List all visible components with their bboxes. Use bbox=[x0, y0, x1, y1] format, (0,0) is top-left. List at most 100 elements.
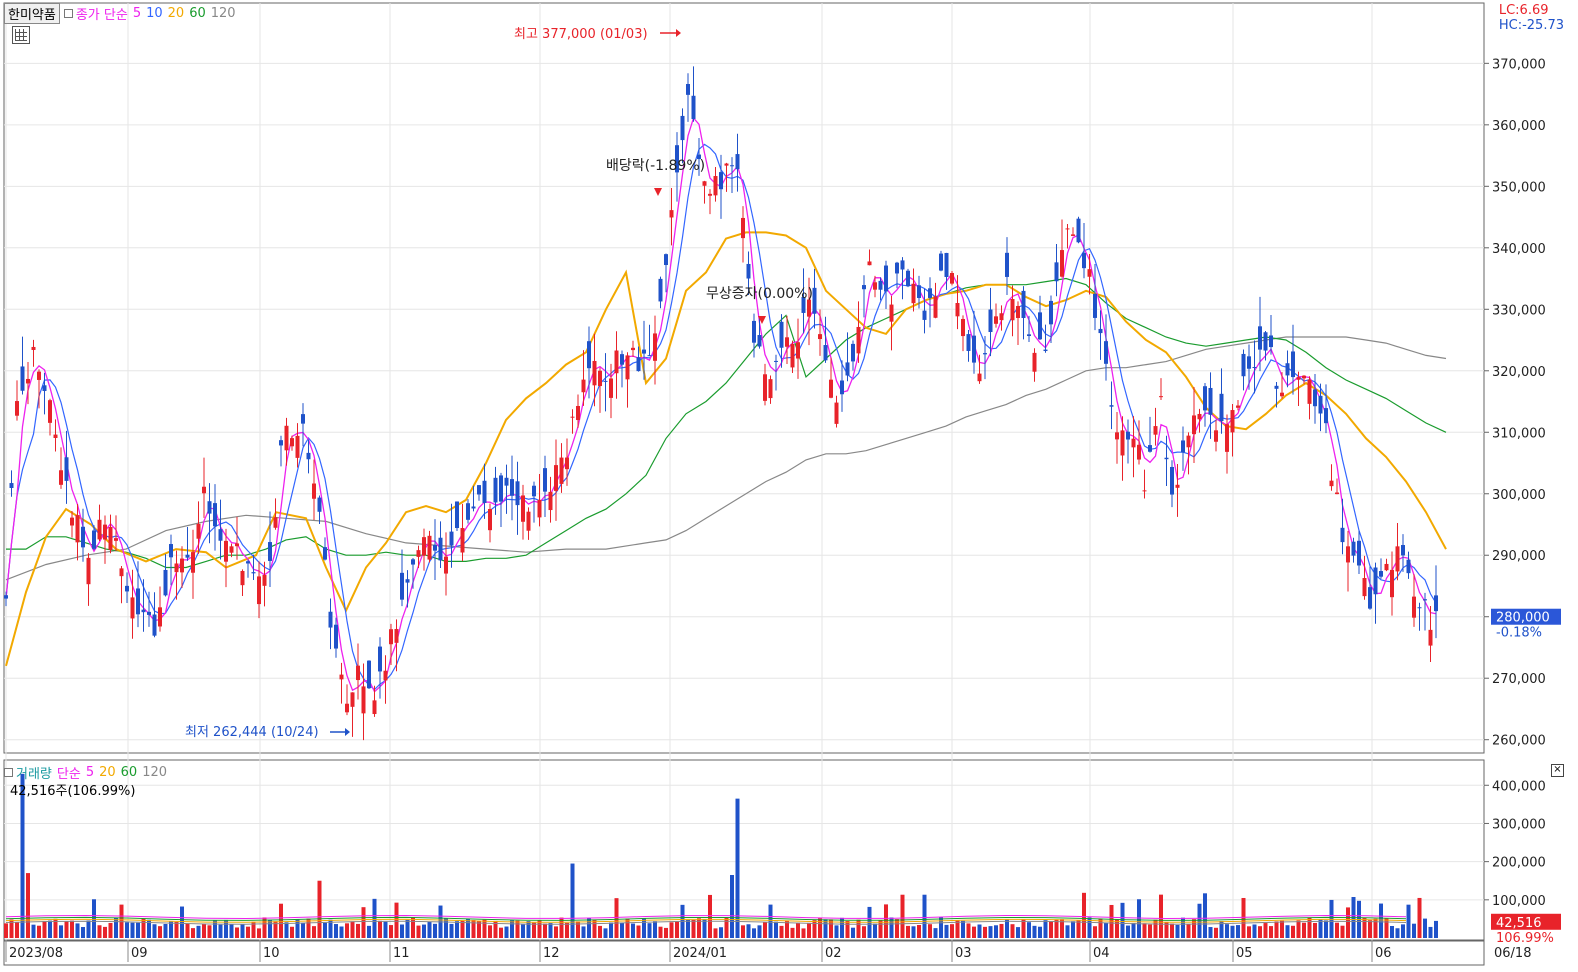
candle-body bbox=[427, 535, 432, 560]
candle-body bbox=[1401, 545, 1405, 556]
volume-bar bbox=[719, 927, 723, 938]
candle-body bbox=[1384, 563, 1389, 571]
candle-body bbox=[752, 320, 756, 343]
volume-box bbox=[1491, 913, 1561, 930]
candle-body bbox=[251, 572, 256, 574]
candle-body bbox=[213, 503, 217, 527]
volume-bar bbox=[911, 926, 916, 938]
candle-body bbox=[763, 374, 767, 401]
volume-bar bbox=[510, 920, 514, 938]
volume-bar bbox=[103, 926, 107, 938]
candle-body bbox=[988, 309, 993, 333]
volume-bar bbox=[1175, 924, 1180, 938]
price-panel bbox=[3, 2, 1485, 754]
volume-bar bbox=[471, 920, 476, 938]
candle-body bbox=[548, 491, 553, 511]
volume-bar bbox=[86, 920, 91, 938]
candle-body bbox=[1027, 334, 1031, 337]
candle-body bbox=[482, 480, 487, 503]
volume-bar bbox=[1098, 918, 1103, 938]
candle-body bbox=[224, 540, 228, 562]
candle-body bbox=[334, 624, 338, 649]
candle-body bbox=[97, 519, 102, 540]
candle-body bbox=[1098, 328, 1103, 334]
volume-bar bbox=[1406, 904, 1411, 938]
candle-body bbox=[207, 501, 212, 514]
candle-body bbox=[1021, 290, 1026, 319]
candle-body bbox=[37, 371, 41, 380]
volume-bar bbox=[108, 922, 113, 938]
candle-body bbox=[1065, 228, 1070, 230]
volume-bar bbox=[642, 918, 646, 938]
legend-square-icon bbox=[63, 8, 73, 18]
volume-bar bbox=[884, 904, 888, 938]
volume-bar bbox=[570, 863, 575, 938]
volume-bar bbox=[1373, 918, 1378, 938]
annotation-high: 최고 377,000 (01/03) bbox=[514, 27, 648, 42]
annotation-dividend: 배당락(-1.89%) bbox=[606, 158, 705, 174]
volume-bar bbox=[48, 920, 52, 938]
arrow-down-icon bbox=[758, 316, 766, 324]
candle-body bbox=[867, 261, 872, 266]
candle-body bbox=[389, 629, 393, 645]
volume-bar bbox=[1093, 926, 1097, 938]
hc-value: HC:-25.73 bbox=[1498, 18, 1564, 33]
volume-bar bbox=[372, 898, 377, 938]
candle-body bbox=[455, 501, 459, 529]
volume-bar bbox=[697, 918, 701, 938]
candle-body bbox=[840, 380, 844, 395]
volume-bar bbox=[1159, 894, 1163, 938]
date-tick-label: 2023/08 bbox=[9, 946, 63, 961]
volume-bar bbox=[196, 925, 201, 938]
volume-bar bbox=[1395, 928, 1400, 938]
candle-body bbox=[433, 544, 437, 551]
grid-toggle-icon[interactable] bbox=[12, 26, 30, 44]
volume-bar bbox=[1263, 923, 1268, 938]
candle-body bbox=[983, 353, 987, 355]
candle-body bbox=[1126, 431, 1130, 440]
candle-body bbox=[999, 313, 1004, 321]
volume-bar bbox=[895, 919, 899, 938]
volume-bar bbox=[686, 919, 690, 938]
candle-body bbox=[653, 333, 657, 361]
close-icon[interactable]: × bbox=[1551, 764, 1564, 777]
volume-bar bbox=[840, 917, 844, 938]
candle-body bbox=[444, 556, 448, 574]
candle-body bbox=[691, 95, 696, 120]
candle-body bbox=[81, 526, 85, 548]
ma60-line bbox=[6, 277, 1447, 569]
volume-bar bbox=[356, 923, 360, 938]
volume-panel bbox=[3, 759, 1485, 941]
candle-body bbox=[587, 341, 591, 369]
vol-legend-ma5: 5 bbox=[85, 764, 95, 780]
candle-body bbox=[1186, 435, 1191, 448]
candle-body bbox=[75, 515, 80, 543]
volume-bar bbox=[9, 919, 14, 938]
volume-bar bbox=[1335, 922, 1339, 938]
volume-bar bbox=[1214, 927, 1218, 938]
volume-bar bbox=[1225, 924, 1229, 938]
volume-bar bbox=[1428, 926, 1433, 938]
volume-bar bbox=[1038, 926, 1042, 938]
volume-bar bbox=[70, 920, 74, 938]
date-tick-label: 09 bbox=[131, 946, 148, 961]
legend-ma120: 120 bbox=[210, 5, 236, 21]
volume-bar bbox=[581, 926, 586, 938]
volume-bar bbox=[1120, 902, 1125, 938]
volume-bar bbox=[598, 925, 602, 938]
candle-body bbox=[394, 628, 399, 643]
stock-name[interactable]: 한미약품 bbox=[4, 2, 60, 24]
volume-bar bbox=[499, 927, 503, 938]
volume-bar bbox=[504, 926, 509, 938]
candle-body bbox=[746, 263, 751, 279]
candle-body bbox=[191, 552, 195, 573]
candle-body bbox=[328, 611, 333, 628]
candle-body bbox=[911, 283, 916, 304]
volume-bar bbox=[548, 923, 553, 938]
volume-bar bbox=[691, 919, 696, 938]
candle-body bbox=[741, 217, 745, 239]
volume-bar bbox=[64, 921, 69, 938]
volume-bar bbox=[1401, 924, 1405, 938]
candle-body bbox=[15, 401, 19, 416]
